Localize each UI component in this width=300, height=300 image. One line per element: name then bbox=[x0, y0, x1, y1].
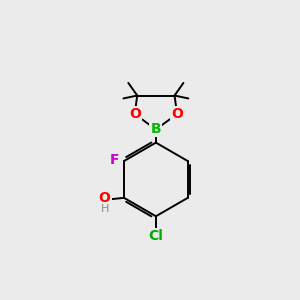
Text: F: F bbox=[110, 153, 119, 166]
Text: O: O bbox=[129, 107, 141, 121]
Text: Cl: Cl bbox=[148, 229, 163, 243]
Text: H: H bbox=[100, 204, 109, 214]
Text: O: O bbox=[99, 191, 110, 205]
Text: B: B bbox=[151, 122, 161, 136]
Text: O: O bbox=[171, 107, 183, 121]
